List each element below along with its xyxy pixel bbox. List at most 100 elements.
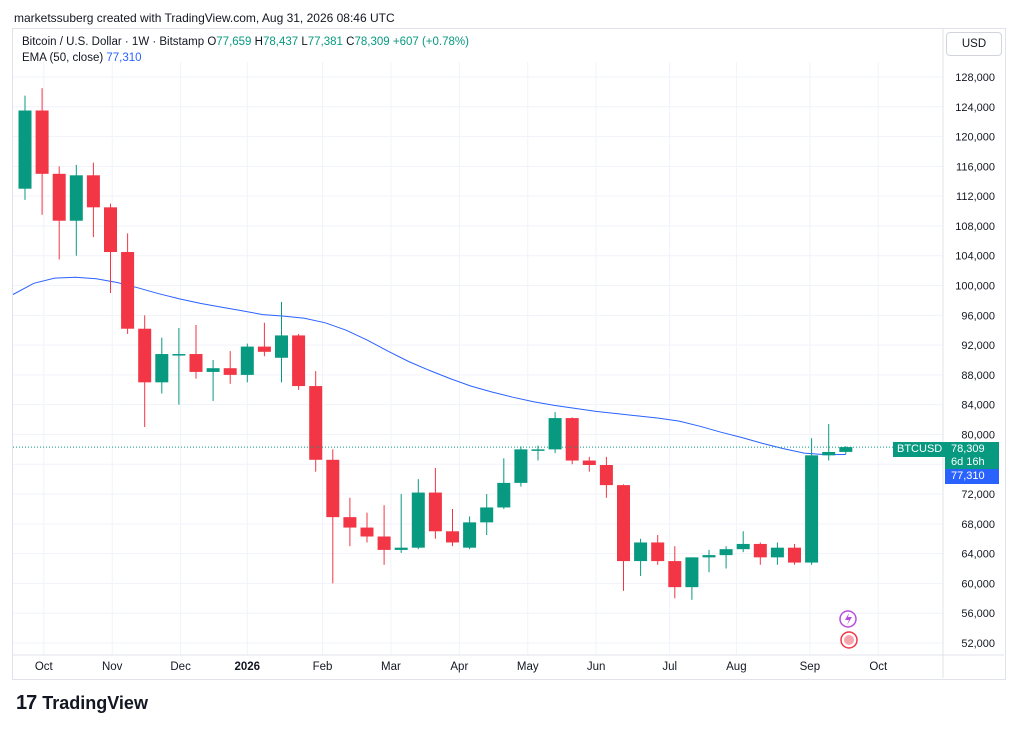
x-tick-label: 2026 <box>235 661 261 673</box>
candle[interactable] <box>326 449 340 584</box>
last-price-value: 78,309 <box>951 443 985 455</box>
candle-body <box>240 346 254 375</box>
candle[interactable] <box>788 543 801 565</box>
low-value: 77,381 <box>307 36 343 48</box>
y-tick-label: 108,000 <box>955 221 995 233</box>
candle[interactable] <box>292 333 306 390</box>
candle-body <box>18 110 32 189</box>
candle-body <box>257 346 271 352</box>
candle[interactable] <box>770 542 784 565</box>
candle[interactable] <box>377 505 391 565</box>
candle-body <box>394 547 408 550</box>
candle[interactable] <box>805 438 819 565</box>
brand-name: TradingView <box>42 693 148 713</box>
candle[interactable] <box>411 479 425 550</box>
candle-body <box>223 368 237 375</box>
candle[interactable] <box>719 546 733 569</box>
candle[interactable] <box>617 484 630 591</box>
candle[interactable] <box>753 542 767 565</box>
x-tick-label: Oct <box>35 661 54 673</box>
candle[interactable] <box>514 446 528 487</box>
y-tick-label: 124,000 <box>955 102 995 114</box>
candle[interactable] <box>480 494 494 536</box>
candle[interactable] <box>240 343 254 383</box>
candle[interactable] <box>736 531 750 553</box>
candle[interactable] <box>69 164 83 256</box>
x-tick-label: Aug <box>726 661 746 673</box>
candle[interactable] <box>257 322 271 357</box>
candle[interactable] <box>446 508 459 547</box>
candle-body <box>309 386 323 460</box>
candle[interactable] <box>702 549 716 573</box>
candle-body <box>86 175 100 208</box>
symbol-legend[interactable]: Bitcoin / U.S. Dollar · 1W · Bitstamp O7… <box>22 36 469 48</box>
candle[interactable] <box>206 360 220 401</box>
ema-value: 77,310 <box>106 52 142 64</box>
low-label: L <box>301 36 308 48</box>
candle[interactable] <box>121 233 135 334</box>
tradingview-brand: 17 TradingView <box>16 692 148 715</box>
candle-body <box>463 522 477 548</box>
candle[interactable] <box>394 494 408 553</box>
y-tick-label: 104,000 <box>955 251 995 263</box>
event-icons <box>839 610 858 649</box>
candle[interactable] <box>35 88 49 215</box>
grid-lines <box>13 62 943 655</box>
candle[interactable] <box>189 324 203 379</box>
candle[interactable] <box>86 162 100 238</box>
candle[interactable] <box>582 456 596 472</box>
candle[interactable] <box>634 538 648 576</box>
high-value: 78,437 <box>262 36 299 48</box>
candle[interactable] <box>309 371 323 472</box>
candle[interactable] <box>565 417 579 465</box>
symbol-description: Bitcoin / U.S. Dollar · 1W · Bitstamp <box>22 36 205 48</box>
x-tick-label: Dec <box>170 661 191 673</box>
y-tick-label: 100,000 <box>955 281 995 293</box>
candle-body <box>685 557 699 588</box>
y-tick-label: 120,000 <box>955 132 995 144</box>
x-tick-label: Apr <box>450 661 468 673</box>
candle[interactable] <box>52 166 66 260</box>
currency-button[interactable]: USD <box>946 32 1002 56</box>
y-tick-label: 64,000 <box>961 549 995 561</box>
candle[interactable] <box>822 424 836 461</box>
candle[interactable] <box>18 95 32 200</box>
y-tick-label: 60,000 <box>961 578 995 590</box>
candle[interactable] <box>104 203 117 293</box>
candle[interactable] <box>138 315 152 428</box>
y-tick-label: 116,000 <box>956 161 995 173</box>
candle[interactable] <box>155 337 169 394</box>
candle[interactable] <box>463 516 477 550</box>
x-tick-label: Sep <box>800 661 820 673</box>
candle[interactable] <box>428 467 442 539</box>
candle[interactable] <box>497 458 511 509</box>
candle[interactable] <box>839 446 853 454</box>
candle[interactable] <box>275 301 288 383</box>
y-tick-label: 128,000 <box>955 72 995 84</box>
candle[interactable] <box>360 512 374 543</box>
candle-body <box>172 354 186 356</box>
candle[interactable] <box>651 535 665 565</box>
candle-body <box>736 543 750 550</box>
y-tick-label: 88,000 <box>961 370 995 382</box>
candle-body <box>702 555 716 558</box>
candles <box>18 88 853 600</box>
symbol-price-tag: BTCUSD <box>893 442 947 457</box>
candle[interactable] <box>685 557 699 600</box>
attribution-text: marketssuberg created with TradingView.c… <box>14 11 395 25</box>
candle[interactable] <box>172 327 186 405</box>
candle-body <box>189 354 203 372</box>
candle[interactable] <box>223 351 237 384</box>
candle[interactable] <box>599 456 613 498</box>
candle[interactable] <box>548 412 562 454</box>
ema-legend[interactable]: EMA (50, close) 77,310 <box>22 52 142 64</box>
candle[interactable] <box>531 445 545 461</box>
candle[interactable] <box>668 546 682 599</box>
candle[interactable] <box>343 497 357 547</box>
close-label: C <box>346 36 355 48</box>
x-tick-label: Jun <box>587 661 606 673</box>
y-tick-label: 52,000 <box>961 638 995 650</box>
candle-body <box>121 252 135 329</box>
time-axis: Oct Nov Dec 2026 Feb Mar Apr May Jun Jul Aug Sep Oct <box>35 661 888 673</box>
